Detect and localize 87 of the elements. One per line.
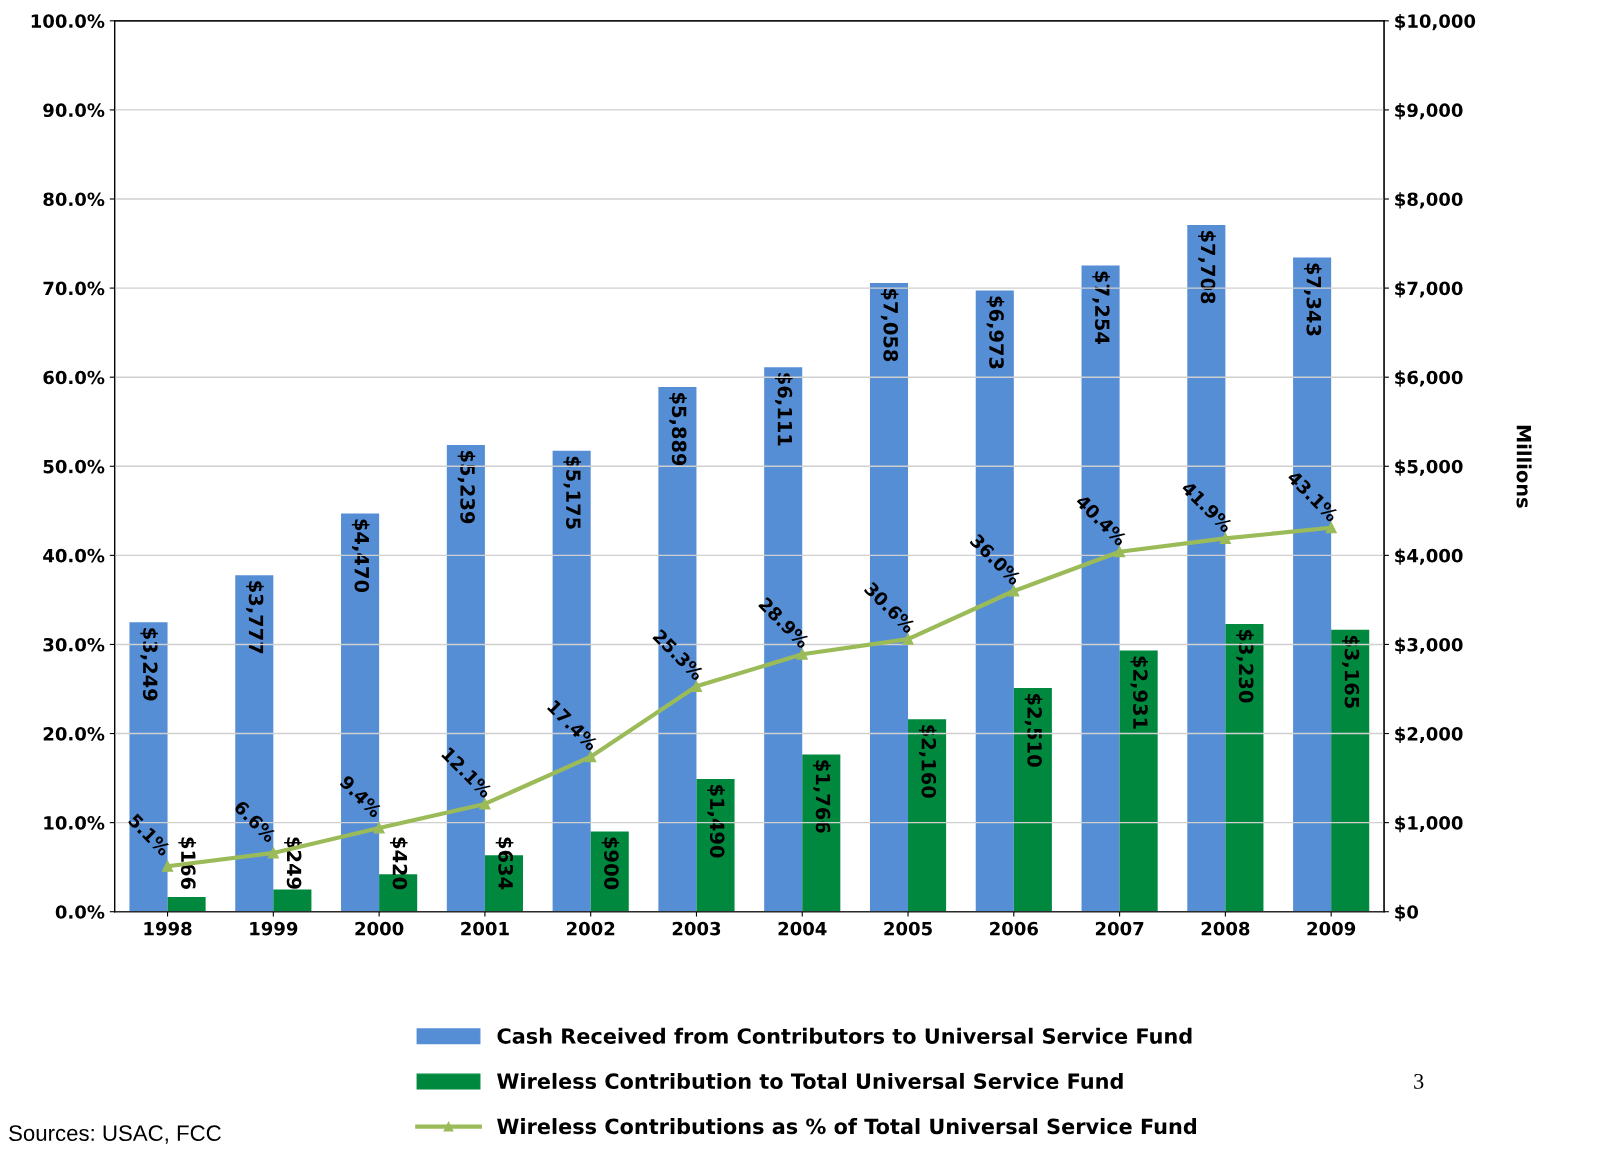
y-tick-label: 40.0%	[43, 548, 105, 563]
bar	[235, 575, 274, 912]
data-label: $166	[178, 837, 197, 890]
bar	[129, 622, 168, 912]
x-tick-label: 2007	[1095, 921, 1144, 936]
point	[1325, 522, 1337, 534]
data-label: $900	[601, 837, 620, 890]
x-tick-label: 2003	[672, 921, 721, 936]
legend-label: Wireless Contributions as % of Total Universal Service Fund	[497, 1118, 1196, 1135]
legend-label: Cash Received from Contributors to Universal Service Fund	[497, 1027, 1192, 1044]
y2-tick-label: $8,000	[1395, 192, 1463, 209]
source-note: Sources: USAC, FCC	[9, 1125, 221, 1144]
y-tick-label: 80.0%	[43, 192, 105, 207]
x-tick-label: 2001	[461, 921, 509, 936]
x-tick-label: 2002	[566, 921, 615, 936]
data-label: $3,165	[1341, 635, 1360, 708]
point	[162, 860, 174, 872]
bar	[273, 889, 312, 912]
y2-tick-label: $10,000	[1395, 13, 1476, 31]
data-label: $3,230	[1236, 629, 1254, 703]
y-tick-label: 100.0%	[31, 14, 105, 28]
x-tick-label: 2004	[778, 921, 827, 936]
data-label: $6,973	[986, 296, 1005, 369]
y-tick-label: 0.0%	[55, 905, 105, 919]
y2-axis-title: Millions	[1516, 425, 1532, 508]
y-tick-label: 70.0%	[43, 281, 105, 296]
data-label: $4,470	[351, 519, 370, 593]
data-label: $3,249	[140, 628, 158, 701]
data-label: $7,254	[1092, 271, 1110, 345]
y2-tick-label: $2,000	[1395, 726, 1463, 744]
y2-tick-label: $9,000	[1395, 103, 1463, 120]
data-label: $2,510	[1024, 694, 1043, 767]
y-tick-label: 60.0%	[43, 370, 105, 385]
x-tick-label: 2000	[355, 921, 404, 936]
data-label: $5,175	[563, 456, 582, 529]
data-label: $7,343	[1303, 263, 1322, 336]
data-label: $1,490	[707, 784, 725, 858]
x-tick-label: 2008	[1201, 921, 1250, 936]
point	[373, 822, 385, 834]
x-tick-label: 1999	[250, 921, 298, 936]
x-tick-label: 2006	[990, 921, 1038, 936]
data-label: $7,058	[880, 288, 899, 362]
point	[1219, 532, 1231, 544]
x-tick-label: 2009	[1307, 921, 1356, 936]
bar	[1119, 650, 1158, 912]
y2-tick-label: $0	[1395, 904, 1419, 922]
data-label: $6,111	[774, 373, 793, 446]
y2-tick-label: $7,000	[1395, 281, 1463, 298]
bar	[802, 754, 841, 912]
legend-label: Wireless Contribution to Total Universal Service Fund	[497, 1072, 1123, 1090]
y2-tick-label: $5,000	[1395, 459, 1463, 476]
data-label: $1,766	[813, 760, 831, 833]
y-tick-label: 20.0%	[43, 727, 105, 741]
bar	[696, 778, 735, 912]
y2-tick-label: $1,000	[1395, 815, 1463, 833]
data-label: $5,889	[669, 393, 687, 466]
point	[1008, 585, 1020, 597]
y2-tick-label: $6,000	[1395, 370, 1463, 387]
y2-tick-label: $3,000	[1395, 637, 1463, 654]
point	[796, 648, 808, 660]
data-label: $3,777	[246, 581, 264, 654]
bar	[1331, 629, 1370, 912]
y2-tick-label: $4,000	[1395, 548, 1463, 565]
data-label: $5,239	[457, 450, 476, 524]
point	[479, 798, 491, 810]
data-label: $249	[284, 837, 302, 889]
bar	[167, 896, 206, 912]
point	[585, 751, 597, 763]
bar	[341, 513, 380, 912]
y-tick-label: 90.0%	[43, 103, 105, 118]
text: 3	[1414, 1073, 1424, 1089]
x-tick-label: 2005	[884, 921, 932, 936]
y-tick-label: 50.0%	[43, 459, 105, 474]
point	[902, 633, 914, 645]
point	[1114, 546, 1126, 558]
data-label: $2,160	[918, 725, 937, 798]
data-label: $420	[389, 837, 408, 890]
data-label: $7,708	[1198, 230, 1216, 304]
data-label: $634	[495, 837, 514, 890]
point	[267, 847, 279, 859]
bar	[908, 719, 947, 912]
bar	[1013, 688, 1052, 912]
data-label: $2,931	[1130, 656, 1149, 729]
x-tick-label: 1998	[144, 921, 192, 936]
bar	[1225, 623, 1264, 912]
y-tick-label: 30.0%	[43, 637, 105, 652]
y-tick-label: 10.0%	[44, 816, 105, 830]
